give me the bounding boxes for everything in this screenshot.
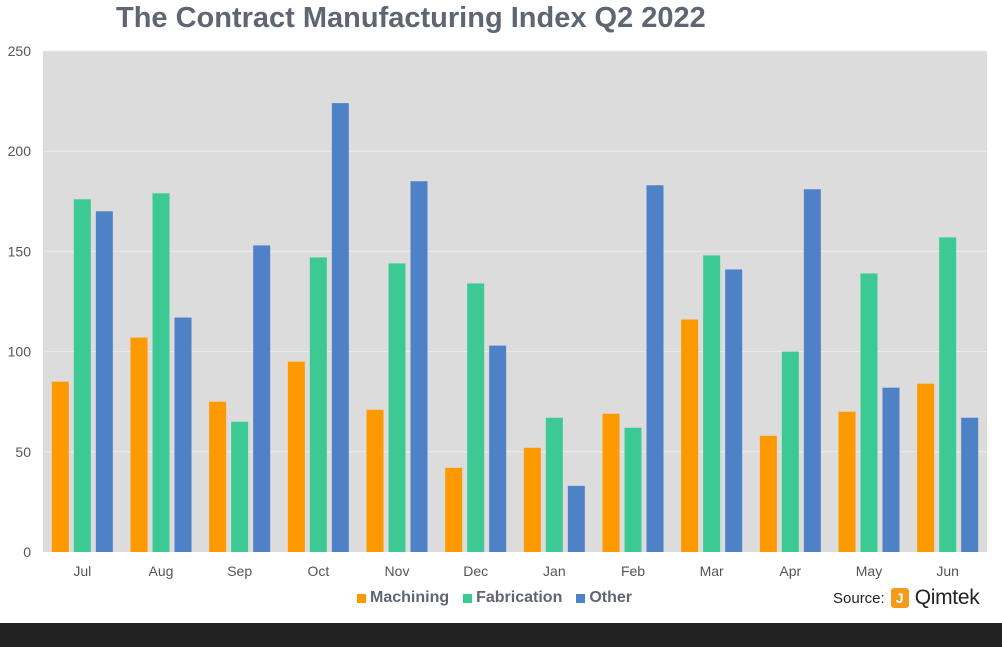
legend-label-other: Other <box>589 589 633 606</box>
bar-machining-feb <box>602 413 620 552</box>
plot-area <box>43 51 987 552</box>
bar-machining-nov <box>366 409 384 552</box>
x-tick-label: Apr <box>779 563 801 579</box>
y-tick-label: 50 <box>15 444 31 460</box>
qimtek-logo-icon: J <box>890 588 909 608</box>
y-tick-label: 0 <box>23 544 31 560</box>
y-tick-label: 100 <box>8 344 32 360</box>
x-tick-label: Mar <box>700 563 724 579</box>
x-axis: Jul Aug Sep Oct Nov Dec Jan Feb Mar Apr May Jun <box>73 563 959 579</box>
bar-machining-dec <box>445 467 463 552</box>
bar-other-may <box>882 387 900 552</box>
x-tick-label: Sep <box>227 563 252 579</box>
bar-fabrication-aug <box>152 193 170 552</box>
gridlines <box>43 50 987 453</box>
y-tick-label: 200 <box>8 143 32 159</box>
x-tick-label: May <box>856 563 882 579</box>
source-brand: Qimtek <box>914 586 980 609</box>
bar-other-aug <box>174 317 192 552</box>
bars <box>51 103 979 552</box>
bar-fabrication-may <box>860 273 878 552</box>
legend-label-machining: Machining <box>370 589 450 606</box>
bar-fabrication-jul <box>73 199 91 552</box>
bar-fabrication-jan <box>545 417 563 552</box>
bar-other-jul <box>95 211 113 552</box>
bar-machining-jun <box>917 383 935 552</box>
x-tick-label: Jan <box>543 563 566 579</box>
bar-fabrication-dec <box>467 283 485 552</box>
legend-swatch-machining <box>357 593 366 603</box>
bar-fabrication-mar <box>703 255 721 552</box>
x-tick-label: Aug <box>149 563 174 579</box>
x-tick-label: Jul <box>73 563 91 579</box>
bar-other-mar <box>725 269 743 552</box>
bar-fabrication-jun <box>939 237 957 552</box>
bar-machining-sep <box>209 401 227 552</box>
bar-other-sep <box>253 245 271 552</box>
bar-machining-jan <box>523 447 541 552</box>
bar-other-nov <box>410 181 428 552</box>
y-axis: 0 50 100 150 200 250 <box>8 43 32 560</box>
bar-other-jan <box>567 485 585 552</box>
x-tick-label: Feb <box>621 563 645 579</box>
legend: Machining Fabrication Other <box>357 589 632 607</box>
y-tick-label: 150 <box>8 243 32 259</box>
bar-fabrication-nov <box>388 263 406 552</box>
x-tick-label: Jun <box>936 563 959 579</box>
bar-other-feb <box>646 185 664 552</box>
bottom-bar <box>0 623 1002 647</box>
legend-item-machining: Machining <box>357 589 449 607</box>
legend-swatch-fabrication <box>463 593 473 603</box>
legend-swatch-other <box>576 593 586 603</box>
bar-machining-aug <box>130 337 148 552</box>
bar-other-dec <box>489 345 507 552</box>
source-credit: Source: J Qimtek <box>833 586 980 610</box>
x-tick-label: Oct <box>307 563 329 579</box>
bar-machining-jul <box>51 381 69 552</box>
y-tick-label: 250 <box>8 43 32 59</box>
bar-fabrication-feb <box>624 427 642 552</box>
legend-label-fabrication: Fabrication <box>476 589 563 606</box>
bar-fabrication-oct <box>309 257 327 552</box>
legend-item-other: Other <box>576 589 632 607</box>
bar-chart: 0 50 100 150 200 250 Jul Aug Sep Oct Nov Dec Jan Feb… <box>8 43 987 579</box>
bar-machining-mar <box>681 319 699 552</box>
bar-fabrication-sep <box>231 421 249 552</box>
bar-fabrication-apr <box>781 351 799 552</box>
chart-title: The Contract Manufacturing Index Q2 2022 <box>116 2 706 34</box>
source-label: Source: <box>833 589 885 607</box>
bar-machining-apr <box>759 435 777 552</box>
bar-machining-may <box>838 411 856 552</box>
bar-other-oct <box>331 103 349 552</box>
bar-other-apr <box>803 189 821 552</box>
x-tick-label: Dec <box>463 563 488 579</box>
bar-machining-oct <box>287 361 305 552</box>
legend-item-fabrication: Fabrication <box>463 589 562 607</box>
x-tick-label: Nov <box>385 563 410 579</box>
bar-other-jun <box>961 417 979 552</box>
